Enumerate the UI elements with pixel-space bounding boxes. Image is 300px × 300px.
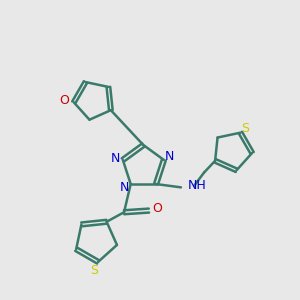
Text: S: S — [242, 122, 249, 135]
Text: N: N — [120, 181, 129, 194]
Text: N: N — [111, 152, 120, 165]
Text: O: O — [59, 94, 69, 107]
Text: NH: NH — [188, 179, 206, 192]
Text: S: S — [90, 264, 98, 277]
Text: N: N — [165, 150, 175, 163]
Text: O: O — [152, 202, 162, 215]
